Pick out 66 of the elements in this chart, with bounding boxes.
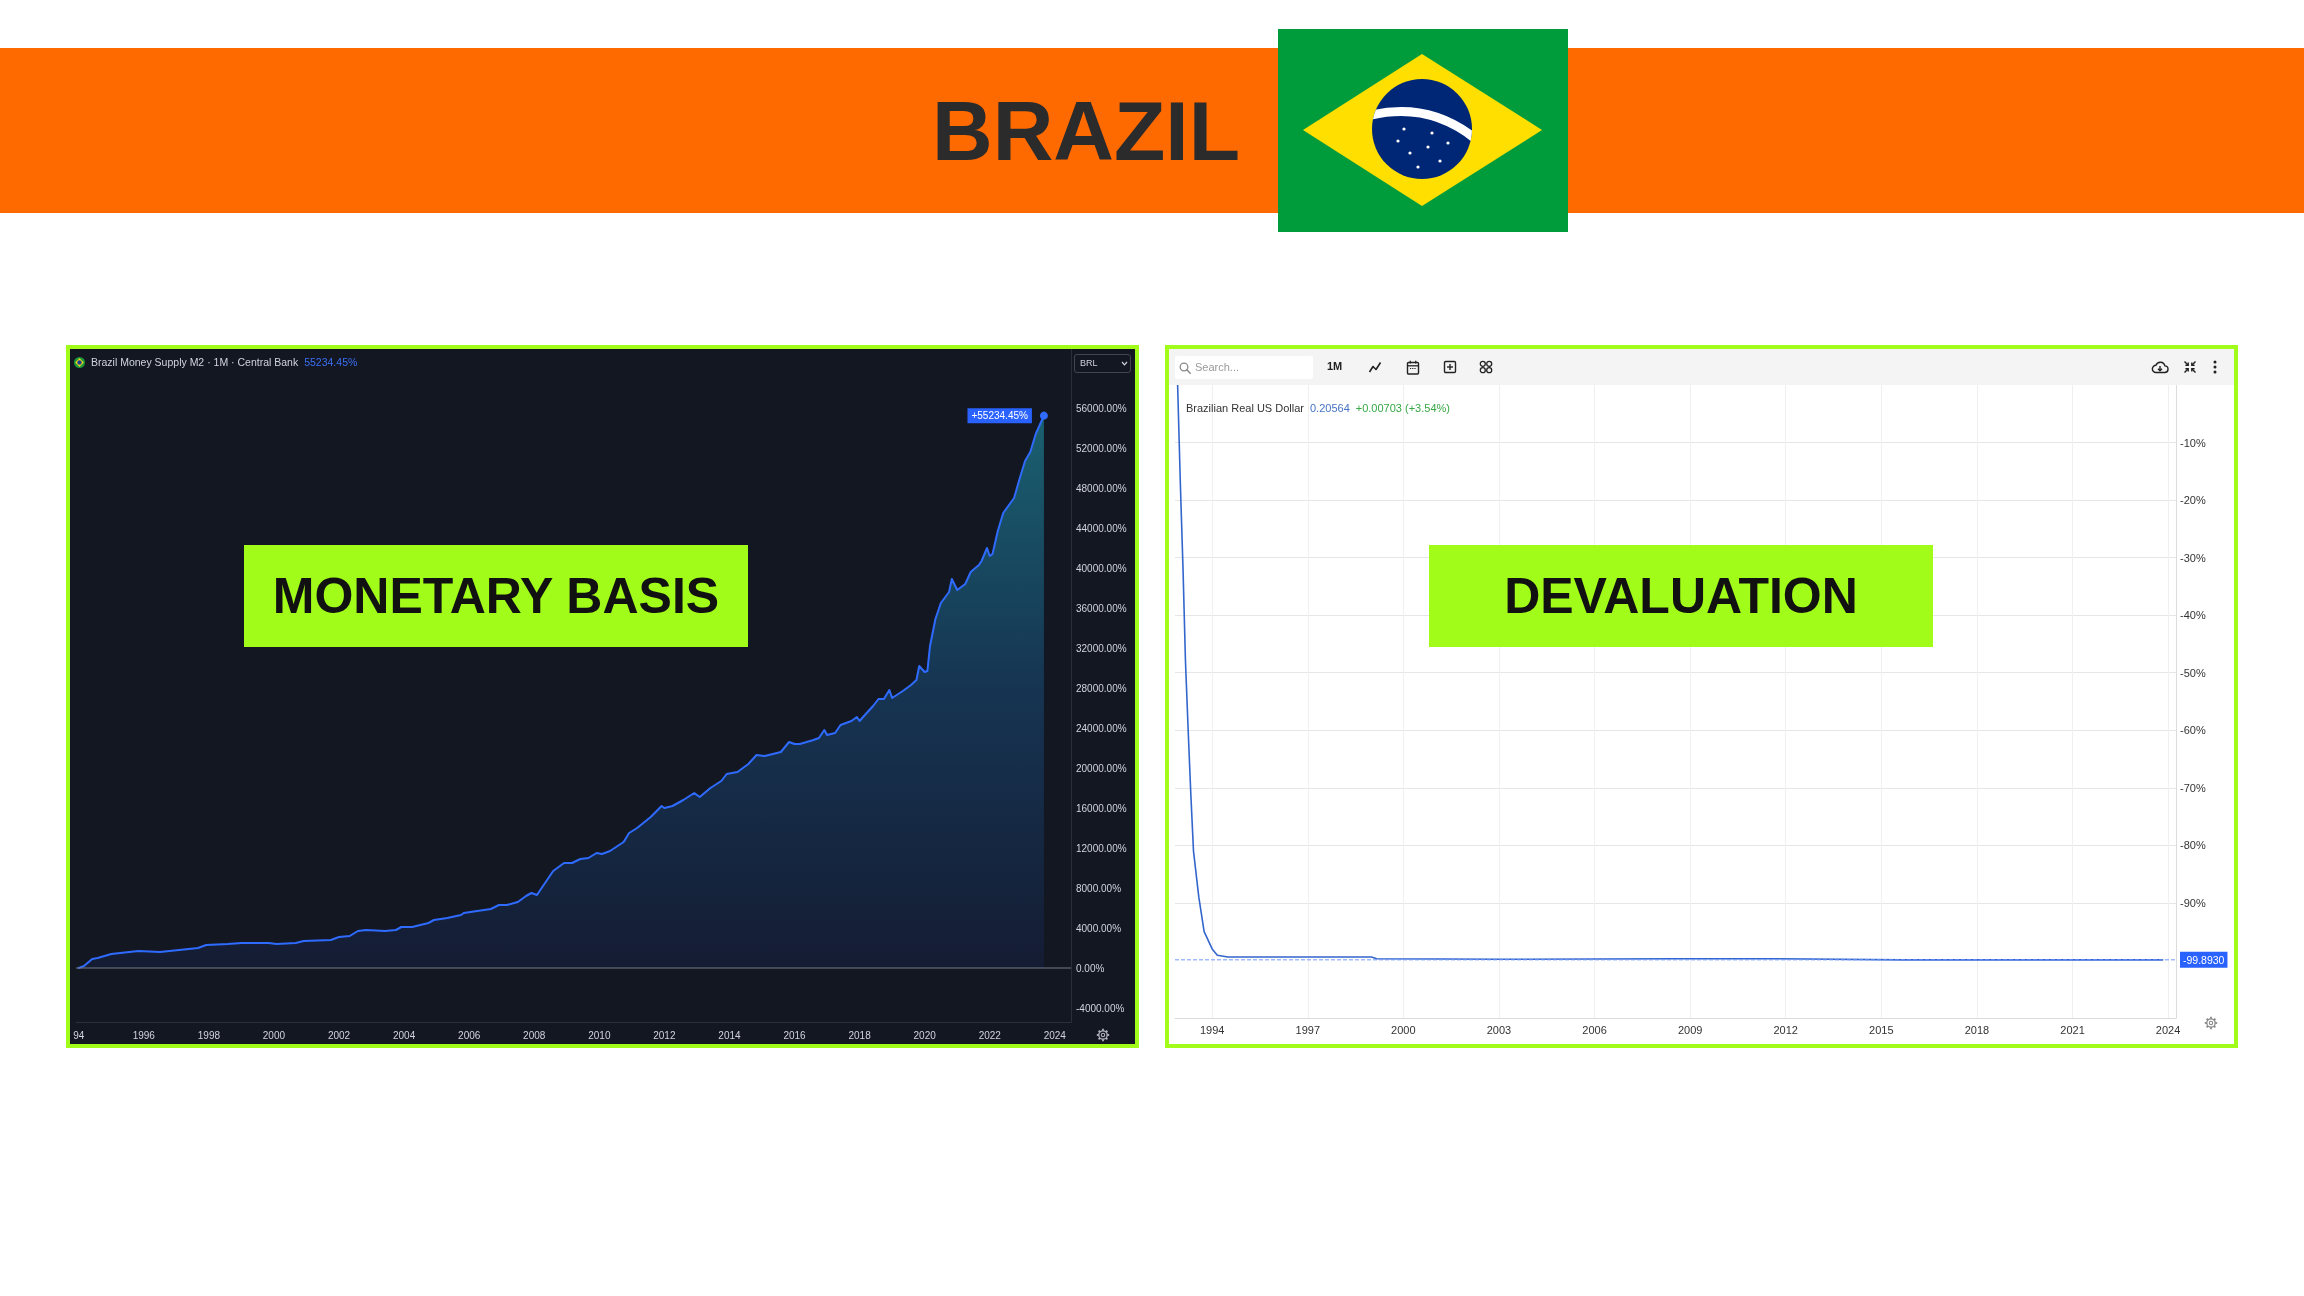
x-tick-label: 2003 <box>1486 1023 1512 1036</box>
y-tick-label: 52000.00% <box>1076 442 1127 454</box>
x-tick-label: 2022 <box>978 1029 1002 1041</box>
y-tick-label: 36000.00% <box>1076 602 1127 614</box>
y-tick-label: 44000.00% <box>1076 522 1127 534</box>
x-tick-label: 2014 <box>718 1029 742 1041</box>
x-tick-label: 2010 <box>588 1029 611 1041</box>
x-tick-label: 1997 <box>1295 1023 1321 1036</box>
ref-line-label: -99.8930 <box>2183 953 2225 966</box>
x-tick-label: 2018 <box>1964 1023 1990 1036</box>
y-tick-label: 32000.00% <box>1076 642 1127 654</box>
line-series <box>1176 384 2164 961</box>
x-tick-label: 2012 <box>653 1029 676 1041</box>
y-tick-label: -30% <box>2180 551 2206 564</box>
annotation: 55234.45% <box>304 356 358 369</box>
x-tick-label: 94 <box>73 1029 85 1041</box>
y-tick-label: 0.00% <box>1076 962 1105 974</box>
x-tick-label: 2024 <box>2155 1023 2181 1036</box>
text: 1M <box>1327 360 1343 373</box>
text: Brazil Money Supply M2 · 1M · Central Bank <box>91 356 299 369</box>
text: BRAZIL <box>932 83 1240 178</box>
y-tick-label: 24000.00% <box>1076 722 1127 734</box>
y-tick-label: 12000.00% <box>1076 842 1127 854</box>
x-tick-label: 2008 <box>523 1029 546 1041</box>
y-tick-label: 48000.00% <box>1076 482 1127 494</box>
x-tick-label: 2002 <box>327 1029 351 1041</box>
x-tick-label: 2006 <box>1582 1023 1607 1036</box>
x-tick-label: 2015 <box>1869 1023 1894 1036</box>
x-tick-label: 2020 <box>913 1029 937 1041</box>
y-tick-label: -50% <box>2180 666 2206 679</box>
y-tick-label: 4000.00% <box>1076 922 1122 934</box>
annotation: +0.00703 (+3.54%) <box>1355 402 1450 415</box>
annotation: +55234.45% <box>971 410 1029 422</box>
dropdown: BRL <box>1074 354 1131 373</box>
text: MONETARY BASIS <box>272 568 720 624</box>
x-tick-label: 1994 <box>1199 1023 1225 1036</box>
y-tick-label: 28000.00% <box>1076 682 1127 694</box>
y-tick-label: -4000.00% <box>1076 1002 1125 1014</box>
y-tick-label: -60% <box>2180 724 2206 737</box>
y-tick-label: 16000.00% <box>1076 802 1127 814</box>
y-tick-label: 20000.00% <box>1076 762 1127 774</box>
y-tick-label: -40% <box>2180 609 2206 622</box>
x-tick-label: 1998 <box>197 1029 221 1041</box>
y-tick-label: -80% <box>2180 839 2206 852</box>
x-tick-label: 2009 <box>1677 1023 1703 1036</box>
x-tick-label: 2000 <box>1391 1023 1416 1036</box>
text: DEVALUATION <box>1504 568 1858 624</box>
text: Brazilian Real US Dollar <box>1186 402 1304 415</box>
x-tick-label: 2006 <box>458 1029 481 1041</box>
y-tick-label: 56000.00% <box>1076 402 1127 414</box>
y-tick-label: 40000.00% <box>1076 562 1127 574</box>
y-tick-label: -90% <box>2180 896 2206 909</box>
x-tick-label: 2004 <box>392 1029 416 1041</box>
x-tick-label: 2024 <box>1043 1029 1067 1041</box>
search-field: Search... <box>1175 356 1313 379</box>
y-tick-label: -10% <box>2180 436 2206 449</box>
y-tick-label: 8000.00% <box>1076 882 1122 894</box>
x-tick-label: 2000 <box>262 1029 286 1041</box>
x-tick-label: 1996 <box>132 1029 156 1041</box>
x-tick-label: 2021 <box>2060 1023 2085 1036</box>
x-tick-label: 2012 <box>1773 1023 1798 1036</box>
annotation: 0.20564 <box>1310 402 1350 415</box>
y-tick-label: -20% <box>2180 494 2206 507</box>
y-tick-label: -70% <box>2180 781 2206 794</box>
x-tick-label: 2018 <box>848 1029 872 1041</box>
x-tick-label: 2016 <box>783 1029 807 1041</box>
